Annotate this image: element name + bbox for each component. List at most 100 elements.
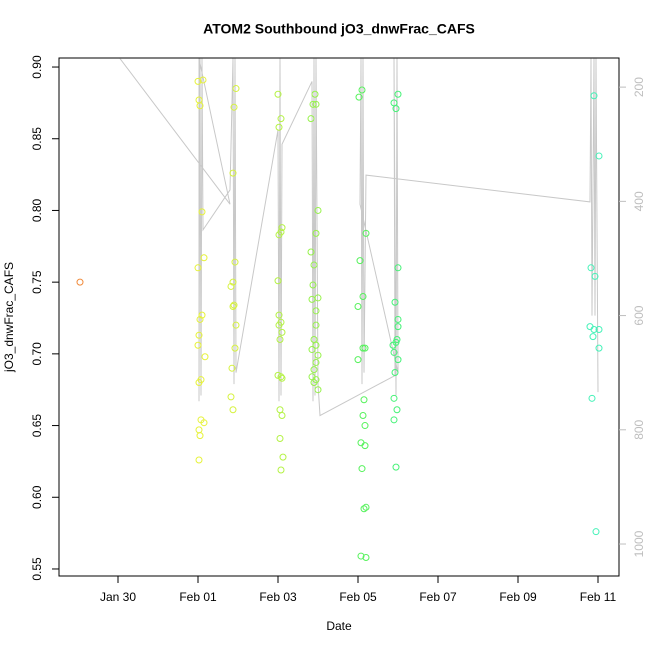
point (394, 90, 402, 98)
point (277, 466, 285, 474)
point (389, 341, 397, 349)
point (275, 321, 283, 329)
point (314, 206, 322, 214)
point (392, 105, 400, 113)
point (360, 396, 368, 404)
y-tick-label: 0.75 (30, 270, 44, 294)
point (195, 426, 203, 434)
chart-title: ATOM2 Southbound jO3_dnwFrac_CAFS (203, 21, 475, 37)
x-tick-label: Jan 30 (100, 590, 136, 604)
point (279, 453, 287, 461)
y2-tick-label: 600 (632, 305, 646, 325)
point (595, 325, 603, 333)
x-tick-label: Feb 01 (179, 590, 217, 604)
point (356, 257, 364, 265)
point (354, 303, 362, 311)
point (588, 394, 596, 402)
line-layer (119, 58, 599, 417)
point (587, 264, 595, 272)
point (392, 463, 400, 471)
point (590, 325, 598, 333)
point (308, 295, 316, 303)
point (310, 261, 318, 269)
point (361, 442, 369, 450)
y-tick-label: 0.80 (30, 198, 44, 222)
point (309, 100, 317, 108)
y2-tick-label: 800 (632, 419, 646, 439)
y-tick-label: 0.90 (30, 55, 44, 79)
x-tick-label: Feb 07 (419, 590, 457, 604)
point (354, 356, 362, 364)
point (359, 344, 367, 352)
point (274, 90, 282, 98)
point (312, 341, 320, 349)
point (310, 379, 318, 387)
point (276, 434, 284, 442)
x-tick-label: Feb 03 (259, 590, 297, 604)
point (227, 393, 235, 401)
point (362, 554, 370, 561)
point (307, 115, 315, 123)
point (278, 328, 286, 336)
point (275, 231, 283, 239)
point (393, 406, 401, 414)
point (307, 248, 315, 256)
point (314, 386, 322, 394)
x-axis-label: Date (326, 619, 352, 633)
point (308, 346, 316, 354)
point (278, 374, 286, 382)
point (195, 379, 203, 387)
point (196, 102, 204, 110)
y-tick-label: 0.55 (30, 557, 44, 581)
y-tick-label: 0.85 (30, 127, 44, 151)
point (358, 465, 366, 473)
point (312, 229, 320, 237)
point (276, 406, 284, 414)
point (391, 298, 399, 306)
point (194, 77, 202, 85)
point (275, 123, 283, 131)
point (194, 341, 202, 349)
y2-tick-label: 200 (632, 77, 646, 97)
point (195, 331, 203, 339)
point (278, 224, 286, 232)
point (311, 90, 319, 98)
point (357, 552, 365, 560)
point (394, 356, 402, 364)
point (362, 229, 370, 237)
point (360, 505, 368, 513)
point (390, 394, 398, 402)
y-axis-label: jO3_dnwFrac_CAFS (2, 262, 16, 373)
point (229, 278, 237, 286)
point (394, 323, 402, 331)
point (362, 503, 370, 511)
point (229, 169, 237, 177)
point (310, 366, 318, 374)
point (229, 303, 237, 311)
point (589, 333, 597, 341)
point (198, 208, 206, 216)
y-tick-label: 0.65 (30, 414, 44, 438)
point (390, 416, 398, 424)
point (393, 336, 401, 344)
point (199, 76, 207, 84)
point (590, 92, 598, 100)
point (198, 311, 206, 319)
x-tick-label: Feb 05 (339, 590, 377, 604)
point (358, 86, 366, 94)
point (312, 321, 320, 329)
point (231, 258, 239, 266)
point (309, 281, 317, 289)
point (355, 93, 363, 101)
point (232, 85, 240, 93)
point (230, 103, 238, 111)
point (277, 373, 285, 381)
point (359, 412, 367, 420)
point (278, 412, 286, 420)
point (361, 344, 369, 352)
point (194, 264, 202, 272)
point (591, 272, 599, 280)
point (196, 432, 204, 440)
